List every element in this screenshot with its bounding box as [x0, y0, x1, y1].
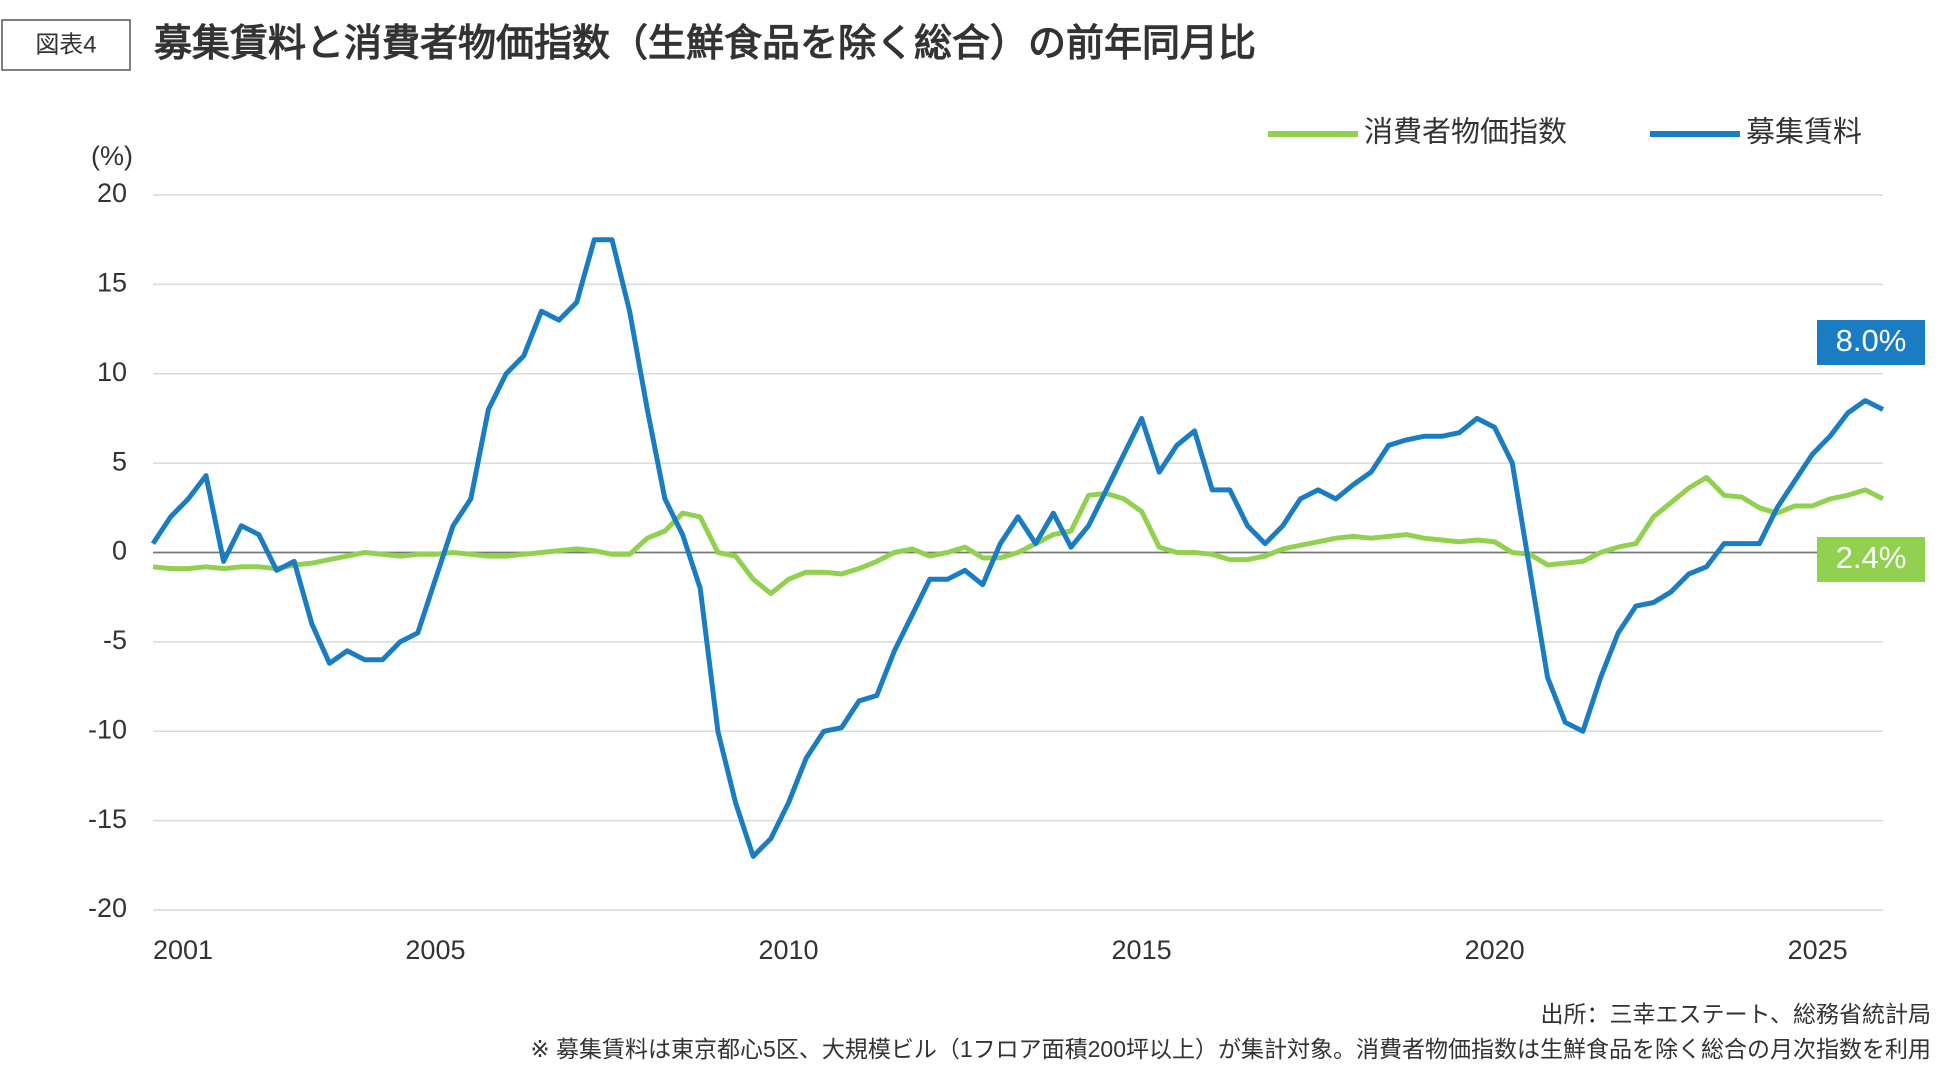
- x-tick-label: 2001: [153, 935, 213, 965]
- x-tick-label: 2015: [1112, 935, 1172, 965]
- y-tick-label: -10: [88, 714, 127, 744]
- y-tick-label: 10: [97, 357, 127, 387]
- x-tick-label: 2010: [758, 935, 818, 965]
- y-tick-label: -20: [88, 893, 127, 923]
- y-tick-label: 20: [97, 178, 127, 208]
- x-tick-label: 2025: [1788, 935, 1848, 965]
- badge-box: [1, 19, 131, 71]
- y-unit: (%): [91, 141, 133, 171]
- annotation: 8.0%: [1836, 323, 1907, 358]
- badge: 図表4: [35, 31, 96, 58]
- note: ※ 募集賃料は東京都心5区、大規模ビル（1フロア面積200坪以上）が集計対象。消…: [530, 1036, 1931, 1062]
- y-tick-label: 5: [112, 446, 127, 476]
- legend-label: 募集賃料: [1746, 116, 1862, 149]
- source: 出所：三幸エステート、総務省統計局: [1540, 1001, 1931, 1027]
- annotation-box: [1817, 537, 1925, 582]
- y-tick-label: 0: [112, 536, 127, 566]
- chart-title: 募集賃料と消費者物価指数（生鮮食品を除く総合）の前年同月比: [154, 22, 1256, 65]
- legend-label: 消費者物価指数: [1364, 116, 1567, 149]
- annotation-box: [1817, 320, 1925, 365]
- series-line: [150, 237, 1885, 859]
- y-tick-label: -5: [103, 625, 127, 655]
- y-tick-label: -15: [88, 804, 127, 834]
- x-tick-label: 2005: [405, 935, 465, 965]
- series-line: [152, 474, 1885, 597]
- annotation: 2.4%: [1836, 540, 1907, 575]
- y-tick-label: 15: [97, 268, 127, 298]
- x-tick-label: 2020: [1465, 935, 1525, 965]
